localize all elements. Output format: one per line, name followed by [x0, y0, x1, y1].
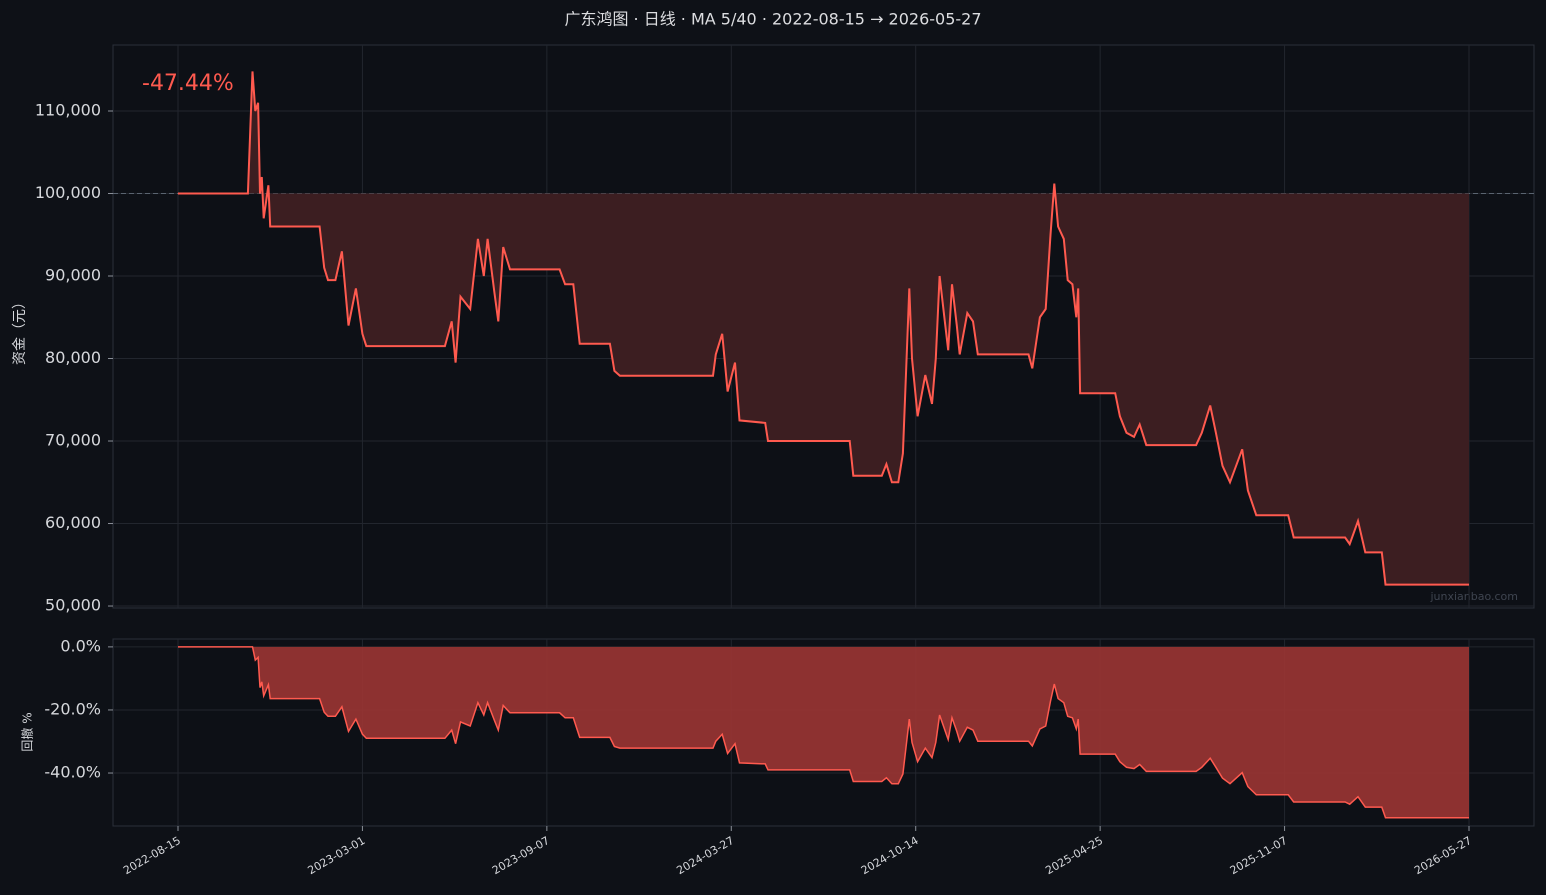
- annotation: -47.44%: [142, 71, 234, 96]
- line: [178, 646, 1469, 819]
- y-tick-label: 50,000: [45, 596, 101, 615]
- y-axis-label: 回撤 %: [20, 712, 35, 751]
- line: [178, 71, 1469, 586]
- y-tick-label: 100,000: [35, 183, 101, 202]
- y-axis-label: 资金（元）: [12, 295, 28, 365]
- watermark: junxianbao.com: [1429, 590, 1518, 603]
- y-tick-label: -20.0%: [44, 699, 101, 718]
- y-tick-label: 110,000: [35, 101, 101, 120]
- y-tick-label: -40.0%: [44, 763, 101, 782]
- chart-title: 广东鸿图 · 日线 · MA 5/40 · 2022-08-15 → 2026-…: [564, 10, 981, 29]
- area-fill: [178, 646, 1469, 818]
- area-fill: [178, 71, 1469, 585]
- y-tick-label: 80,000: [45, 348, 101, 367]
- y-tick-label: 70,000: [45, 431, 101, 450]
- y-tick-label: 60,000: [45, 513, 101, 532]
- y-tick-label: 90,000: [45, 266, 101, 285]
- y-tick-label: 0.0%: [60, 636, 101, 655]
